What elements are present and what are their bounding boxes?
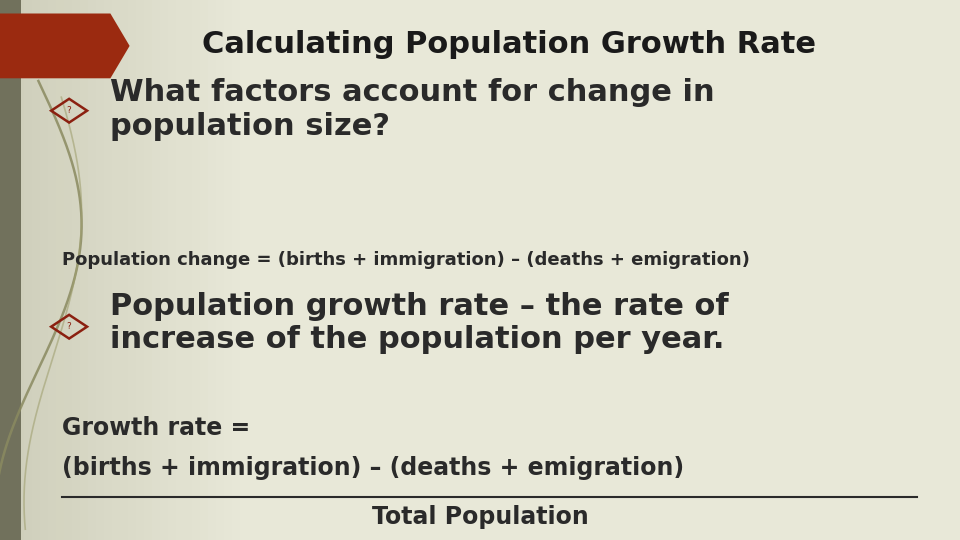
Text: Population change = (births + immigration) – (deaths + emigration): Population change = (births + immigratio… xyxy=(62,251,751,269)
Text: (births + immigration) – (deaths + emigration): (births + immigration) – (deaths + emigr… xyxy=(62,456,684,480)
Bar xyxy=(184,0,192,540)
Text: Population growth rate – the rate of
increase of the population per year.: Population growth rate – the rate of inc… xyxy=(110,292,729,354)
Bar xyxy=(216,0,224,540)
Text: ?: ? xyxy=(67,106,71,115)
Bar xyxy=(168,0,176,540)
Bar xyxy=(128,0,136,540)
Bar xyxy=(224,0,232,540)
Bar xyxy=(40,0,48,540)
Bar xyxy=(160,0,168,540)
Bar xyxy=(112,0,120,540)
Text: ?: ? xyxy=(67,322,71,331)
Bar xyxy=(152,0,160,540)
Text: What factors account for change in
population size?: What factors account for change in popul… xyxy=(110,78,715,141)
Bar xyxy=(80,0,88,540)
Bar xyxy=(24,0,32,540)
Bar xyxy=(232,0,240,540)
Bar xyxy=(96,0,104,540)
Bar xyxy=(120,0,128,540)
Bar xyxy=(88,0,96,540)
Bar xyxy=(136,0,144,540)
Text: Total Population: Total Population xyxy=(372,505,588,529)
Bar xyxy=(208,0,216,540)
Bar xyxy=(0,0,21,540)
Bar xyxy=(56,0,64,540)
Bar xyxy=(16,0,24,540)
Bar xyxy=(72,0,80,540)
Bar xyxy=(200,0,208,540)
Bar xyxy=(144,0,152,540)
Bar xyxy=(104,0,112,540)
Bar xyxy=(0,0,8,540)
Bar xyxy=(176,0,184,540)
Bar xyxy=(64,0,72,540)
Text: Growth rate =: Growth rate = xyxy=(62,416,251,440)
Polygon shape xyxy=(0,14,130,78)
Bar xyxy=(48,0,56,540)
Bar xyxy=(8,0,16,540)
Text: Calculating Population Growth Rate: Calculating Population Growth Rate xyxy=(202,30,816,59)
Bar xyxy=(192,0,200,540)
Bar xyxy=(32,0,40,540)
